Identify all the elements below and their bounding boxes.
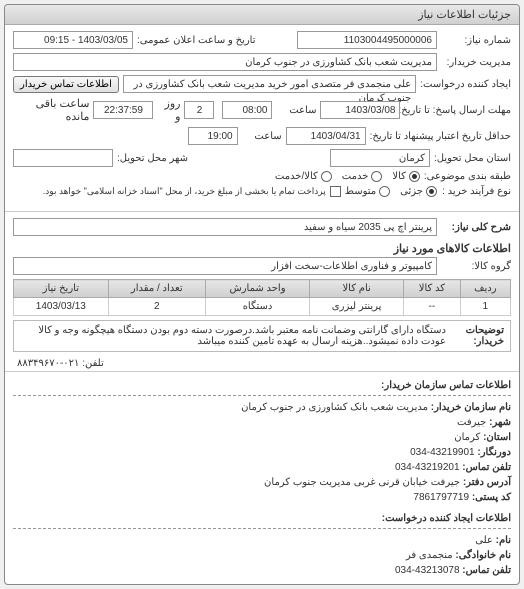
budget-radio-goods[interactable]: کالا — [392, 171, 420, 182]
table-header-row: ردیف کد کالا نام کالا واحد شمارش تعداد /… — [14, 280, 511, 298]
pub-dt-field: 1403/03/05 - 09:15 — [13, 31, 133, 49]
city-field — [13, 149, 113, 167]
resp-time-label: ساعت — [276, 105, 316, 116]
state-label: استان محل تحویل: — [434, 153, 511, 164]
treasury-checkbox[interactable] — [330, 186, 341, 197]
title-field: پرینتر اچ پی 2035 سیاه و سفید — [13, 218, 437, 236]
remaining-label: ساعت باقی مانده — [13, 97, 89, 123]
proc-radio-medium[interactable]: متوسط — [345, 186, 390, 197]
buyer-notes-box: توضیحات خریدار: دستگاه دارای گارانتی وضم… — [13, 320, 511, 352]
days-suffix: روز و — [157, 97, 180, 123]
buyer-contact-block: اطلاعات تماس سازمان خریدار: نام سازمان خ… — [13, 378, 511, 578]
col-code: کد کالا — [404, 280, 461, 298]
days-left-field: 2 — [184, 101, 214, 119]
budget-radio-group: کالا خدمت کالا/خدمت — [275, 171, 420, 182]
creator-field: علی منجمدی فر متصدی امور خرید مدیریت شعب… — [123, 75, 416, 93]
buyer-mgmt-field: مدیریت شعب بانک کشاورزی در جنوب کرمان — [13, 53, 437, 71]
state-field: کرمان — [330, 149, 430, 167]
col-date: تاریخ نیاز — [14, 280, 109, 298]
valid-time-label: ساعت — [242, 131, 282, 142]
buyer-contact-button[interactable]: اطلاعات تماس خریدار — [13, 76, 119, 93]
footer-phone-label: تلفن: — [82, 358, 104, 369]
budget-radio-service[interactable]: خدمت — [342, 171, 383, 182]
city-label: شهر محل تحویل: — [117, 153, 188, 164]
resp-deadline-label: مهلت ارسال پاسخ: تا تاریخ: — [404, 105, 511, 116]
creator-label: ایجاد کننده درخواست: — [420, 79, 511, 90]
req-no-label: شماره نیاز: — [441, 35, 511, 46]
panel-title: جزئیات اطلاعات نیاز — [5, 5, 519, 25]
items-table: ردیف کد کالا نام کالا واحد شمارش تعداد /… — [13, 279, 511, 316]
radio-icon — [409, 171, 420, 182]
budget-radio-both[interactable]: کالا/خدمت — [275, 171, 332, 182]
radio-icon — [371, 171, 382, 182]
table-row[interactable]: 1 -- پرینتر لیزری دستگاه 2 1403/03/13 — [14, 298, 511, 316]
resp-time-field: 08:00 — [222, 101, 272, 119]
proc-radio-group: جزئی متوسط — [345, 186, 437, 197]
items-heading: اطلاعات کالاهای مورد نیاز — [13, 242, 511, 255]
group-label: گروه کالا: — [441, 261, 511, 272]
col-name: نام کالا — [310, 280, 404, 298]
proc-label: نوع فرآیند خرید : — [441, 186, 511, 197]
col-qty: تعداد / مقدار — [108, 280, 205, 298]
radio-icon — [321, 171, 332, 182]
buyer-mgmt-label: مدیریت خریدار: — [441, 57, 511, 68]
contact-heading: اطلاعات تماس سازمان خریدار: — [13, 378, 511, 396]
countdown-field: 22:37:59 — [93, 101, 153, 119]
notes-label: توضیحات خریدار: — [454, 325, 504, 347]
proc-radio-partial[interactable]: جزئی — [400, 186, 437, 197]
panel-body: شماره نیاز: 1103004495000006 تاریخ و ساع… — [5, 25, 519, 207]
req-no-field: 1103004495000006 — [297, 31, 437, 49]
radio-icon — [426, 186, 437, 197]
notes-text: دستگاه دارای گارانتی وضمانت نامه معتبر ب… — [20, 325, 446, 347]
proc-note: پرداخت تمام یا بخشی از مبلغ خرید، از محل… — [43, 186, 326, 197]
valid-date-field: 1403/04/31 — [286, 127, 366, 145]
creator-heading: اطلاعات ایجاد کننده درخواست: — [13, 511, 511, 529]
title-label: شرح کلی نیاز: — [441, 222, 511, 233]
valid-time-field: 19:00 — [188, 127, 238, 145]
footer-phone: ۸۸۳۴۹۶۷۰-۰۲۱ — [17, 358, 79, 369]
valid-label: حداقل تاریخ اعتبار پیشنهاد تا تاریخ: — [370, 131, 511, 142]
col-unit: واحد شمارش — [205, 280, 309, 298]
col-idx: ردیف — [460, 280, 510, 298]
pub-dt-label: تاریخ و ساعت اعلان عمومی: — [137, 35, 256, 46]
group-field: کامپیوتر و فناوری اطلاعات-سخت افزار — [13, 257, 437, 275]
budget-label: طبقه بندی موضوعی: — [424, 171, 511, 182]
radio-icon — [379, 186, 390, 197]
need-details-panel: جزئیات اطلاعات نیاز شماره نیاز: 11030044… — [4, 4, 520, 585]
resp-date-field: 1403/03/08 — [320, 101, 400, 119]
